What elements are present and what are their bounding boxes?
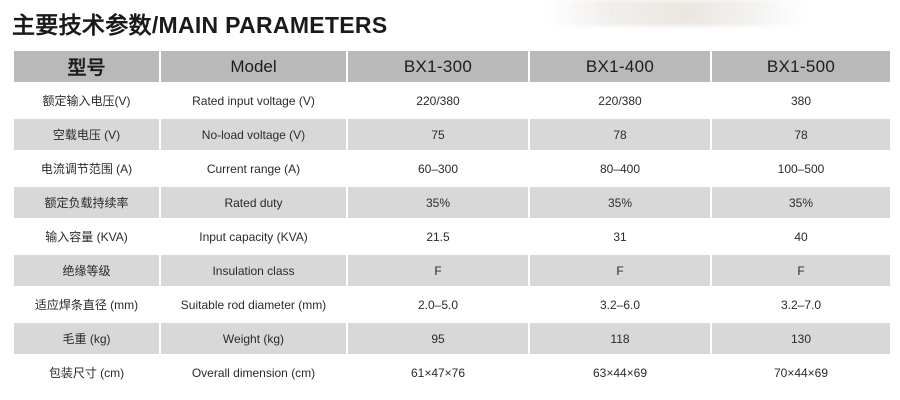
table-row: 适应焊条直径 (mm) Suitable rod diameter (mm) 2… [14, 289, 890, 320]
row-label-en: Insulation class [161, 255, 346, 286]
table-cell: 95 [348, 323, 528, 354]
header-decoration [545, 0, 805, 26]
table-cell: 35% [530, 187, 710, 218]
table-cell: 35% [348, 187, 528, 218]
row-label-cn: 输入容量 (KVA) [14, 221, 159, 252]
table-cell: 63×44×69 [530, 357, 710, 388]
table-row: 额定输入电压(V) Rated input voltage (V) 220/38… [14, 85, 890, 116]
table-row: 包装尺寸 (cm) Overall dimension (cm) 61×47×7… [14, 357, 890, 388]
table-cell: 2.0–5.0 [348, 289, 528, 320]
table-cell: 31 [530, 221, 710, 252]
table-row: 空载电压 (V) No-load voltage (V) 75 78 78 [14, 119, 890, 150]
table-cell: 130 [712, 323, 890, 354]
table-cell: F [530, 255, 710, 286]
table-cell: 40 [712, 221, 890, 252]
row-label-en: Suitable rod diameter (mm) [161, 289, 346, 320]
parameters-table: 型号 Model BX1-300 BX1-400 BX1-500 额定输入电压(… [12, 48, 892, 391]
row-label-en: Rated input voltage (V) [161, 85, 346, 116]
table-row: 额定负载持续率 Rated duty 35% 35% 35% [14, 187, 890, 218]
table-cell: 80–400 [530, 153, 710, 184]
header-model-bx1-500: BX1-500 [712, 51, 890, 82]
table-cell: 118 [530, 323, 710, 354]
row-label-en: Overall dimension (cm) [161, 357, 346, 388]
header-model-bx1-400: BX1-400 [530, 51, 710, 82]
row-label-en: No-load voltage (V) [161, 119, 346, 150]
row-label-cn: 适应焊条直径 (mm) [14, 289, 159, 320]
row-label-en: Current range (A) [161, 153, 346, 184]
row-label-cn: 电流调节范围 (A) [14, 153, 159, 184]
table-cell: 75 [348, 119, 528, 150]
table-cell: F [348, 255, 528, 286]
header-model-en: Model [161, 51, 346, 82]
table-cell: 60–300 [348, 153, 528, 184]
table-cell: 100–500 [712, 153, 890, 184]
row-label-cn: 绝缘等级 [14, 255, 159, 286]
page-title: 主要技术参数/MAIN PARAMETERS [12, 6, 387, 40]
row-label-en: Input capacity (KVA) [161, 221, 346, 252]
table-cell: 78 [530, 119, 710, 150]
table-cell: 35% [712, 187, 890, 218]
table-header-row: 型号 Model BX1-300 BX1-400 BX1-500 [14, 51, 890, 82]
table-cell: 70×44×69 [712, 357, 890, 388]
table-row: 输入容量 (KVA) Input capacity (KVA) 21.5 31 … [14, 221, 890, 252]
row-label-cn: 额定输入电压(V) [14, 85, 159, 116]
table-cell: 3.2–6.0 [530, 289, 710, 320]
row-label-en: Rated duty [161, 187, 346, 218]
table-cell: 220/380 [348, 85, 528, 116]
table-cell: 3.2–7.0 [712, 289, 890, 320]
row-label-cn: 毛重 (kg) [14, 323, 159, 354]
table-cell: 380 [712, 85, 890, 116]
table-cell: 21.5 [348, 221, 528, 252]
row-label-cn: 额定负载持续率 [14, 187, 159, 218]
row-label-cn: 空载电压 (V) [14, 119, 159, 150]
row-label-en: Weight (kg) [161, 323, 346, 354]
page-title-en: /MAIN PARAMETERS [151, 12, 388, 38]
page-title-cn: 主要技术参数 [12, 12, 152, 38]
table-cell: 220/380 [530, 85, 710, 116]
header-model-cn: 型号 [14, 51, 159, 82]
row-label-cn: 包装尺寸 (cm) [14, 357, 159, 388]
table-row: 绝缘等级 Insulation class F F F [14, 255, 890, 286]
header-model-bx1-300: BX1-300 [348, 51, 528, 82]
table-cell: 61×47×76 [348, 357, 528, 388]
table-row: 电流调节范围 (A) Current range (A) 60–300 80–4… [14, 153, 890, 184]
table-cell: 78 [712, 119, 890, 150]
table-row: 毛重 (kg) Weight (kg) 95 118 130 [14, 323, 890, 354]
table-cell: F [712, 255, 890, 286]
